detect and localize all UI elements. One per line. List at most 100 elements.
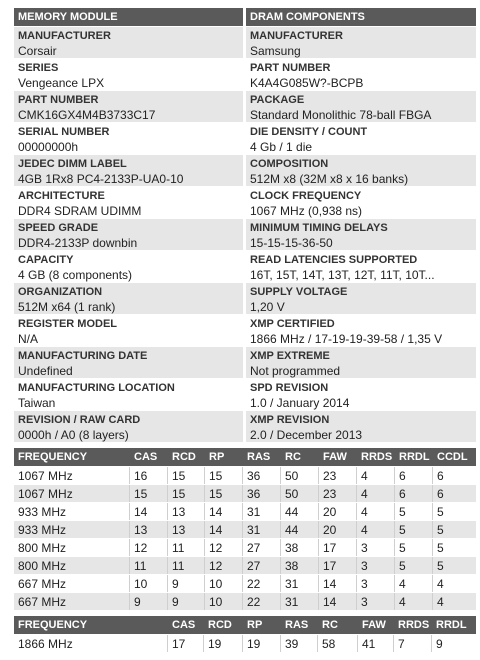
table-cell: 23 xyxy=(323,487,337,501)
column-divider xyxy=(356,467,357,484)
table-cell: 13 xyxy=(172,523,186,537)
table-cell: 20 xyxy=(323,505,337,519)
column-divider xyxy=(204,539,205,556)
column-divider xyxy=(356,485,357,502)
table-cell: 11 xyxy=(134,559,147,573)
section-header: DRAM COMPONENTS xyxy=(246,8,476,26)
spec-row: MANUFACTURING LOCATION Taiwan xyxy=(14,379,243,410)
table-cell: 27 xyxy=(247,559,261,573)
column-divider xyxy=(242,503,243,520)
column-header: RRDL xyxy=(399,451,430,463)
spec-value: 512M x8 (32M x8 x 16 banks) xyxy=(250,172,409,186)
table-cell: 11 xyxy=(172,541,185,555)
column-divider xyxy=(432,539,433,556)
column-divider xyxy=(242,485,243,502)
table-cell: 44 xyxy=(285,505,299,519)
column-header: RCD xyxy=(172,451,196,463)
column-divider xyxy=(129,539,130,556)
table-cell: 4 xyxy=(361,523,368,537)
spec-row: MINIMUM TIMING DELAYS 15-15-15-36-50 xyxy=(246,219,476,250)
table-cell: 44 xyxy=(285,523,299,537)
spec-value: 1067 MHz (0,938 ns) xyxy=(250,204,363,218)
spec-value: 1866 MHz / 17-19-19-39-58 / 1,35 V xyxy=(250,332,443,346)
column-divider xyxy=(393,635,394,652)
table-cell: 6 xyxy=(399,487,406,501)
table-cell: 12 xyxy=(209,541,223,555)
table-cell: 11 xyxy=(172,559,185,573)
table-cell: 4 xyxy=(399,595,406,609)
spec-label: MANUFACTURING DATE xyxy=(18,350,148,362)
table-cell: 13 xyxy=(172,505,186,519)
table-cell: 5 xyxy=(437,505,444,519)
spec-row: ORGANIZATION 512M x64 (1 rank) xyxy=(14,283,243,314)
table-cell: 800 MHz xyxy=(18,559,67,573)
table-cell: 5 xyxy=(399,559,406,573)
column-divider xyxy=(280,503,281,520)
column-divider xyxy=(431,635,432,652)
column-divider xyxy=(203,635,204,652)
spec-label: SERIES xyxy=(18,62,59,74)
table-cell: 31 xyxy=(285,595,299,609)
column-divider xyxy=(242,575,243,592)
table-cell: 7 xyxy=(398,637,405,651)
table-cell: 5 xyxy=(437,541,444,555)
spec-row: PART NUMBER K4A4G085W?-BCPB xyxy=(246,59,476,90)
column-header: RP xyxy=(209,451,225,463)
spec-value: 0000h / A0 (8 layers) xyxy=(18,428,129,442)
table-cell: 31 xyxy=(247,523,261,537)
spec-value: Undefined xyxy=(18,364,73,378)
column-divider xyxy=(129,575,130,592)
spec-row: ARCHITECTURE DDR4 SDRAM UDIMM xyxy=(14,187,243,218)
table-cell: 9 xyxy=(436,637,443,651)
column-header: RCD xyxy=(208,619,232,631)
table-cell: 667 MHz xyxy=(18,595,67,609)
column-divider xyxy=(356,593,357,610)
table-cell: 14 xyxy=(323,577,337,591)
spec-value: 2.0 / December 2013 xyxy=(250,428,363,442)
spec-label: ARCHITECTURE xyxy=(18,190,105,202)
table-cell: 12 xyxy=(134,541,148,555)
table-row xyxy=(14,557,476,574)
spec-value: 4 Gb / 1 die xyxy=(250,140,313,154)
spec-row: MANUFACTURER Samsung xyxy=(246,27,476,58)
table-cell: 31 xyxy=(247,505,261,519)
table-cell: 4 xyxy=(437,595,444,609)
column-divider xyxy=(432,575,433,592)
table-cell: 15 xyxy=(209,469,223,483)
spec-row: XMP REVISION 2.0 / December 2013 xyxy=(246,411,476,442)
table-cell: 9 xyxy=(172,595,179,609)
spec-label: PACKAGE xyxy=(250,94,305,106)
spec-label: DIE DENSITY / COUNT xyxy=(250,126,368,138)
column-divider xyxy=(394,467,395,484)
table-cell: 15 xyxy=(134,487,148,501)
column-divider xyxy=(318,521,319,538)
column-divider xyxy=(129,557,130,574)
table-header-bar xyxy=(14,616,476,634)
table-row xyxy=(14,635,476,652)
table-cell: 6 xyxy=(399,469,406,483)
table-row xyxy=(14,521,476,538)
table-cell: 1067 MHz xyxy=(18,469,73,483)
column-divider xyxy=(129,467,130,484)
column-header: CAS xyxy=(134,451,158,463)
column-divider xyxy=(204,557,205,574)
column-divider xyxy=(356,503,357,520)
column-divider xyxy=(242,593,243,610)
spec-value: 4 GB (8 components) xyxy=(18,268,133,282)
table-cell: 17 xyxy=(323,559,337,573)
table-cell: 933 MHz xyxy=(18,523,67,537)
spec-value: Samsung xyxy=(250,44,301,58)
table-cell: 38 xyxy=(285,541,299,555)
table-cell: 5 xyxy=(399,541,406,555)
spec-label: COMPOSITION xyxy=(250,158,329,170)
spec-row: SPEED GRADE DDR4-2133P downbin xyxy=(14,219,243,250)
spec-value: CMK16GX4M4B3733C17 xyxy=(18,108,156,122)
table-cell: 20 xyxy=(323,523,337,537)
spec-label: XMP REVISION xyxy=(250,414,330,426)
column-divider xyxy=(280,467,281,484)
spec-value: Vengeance LPX xyxy=(18,76,105,90)
column-divider xyxy=(242,467,243,484)
spec-value: 1.0 / January 2014 xyxy=(250,396,350,410)
column-divider xyxy=(167,485,168,502)
column-divider xyxy=(432,521,433,538)
